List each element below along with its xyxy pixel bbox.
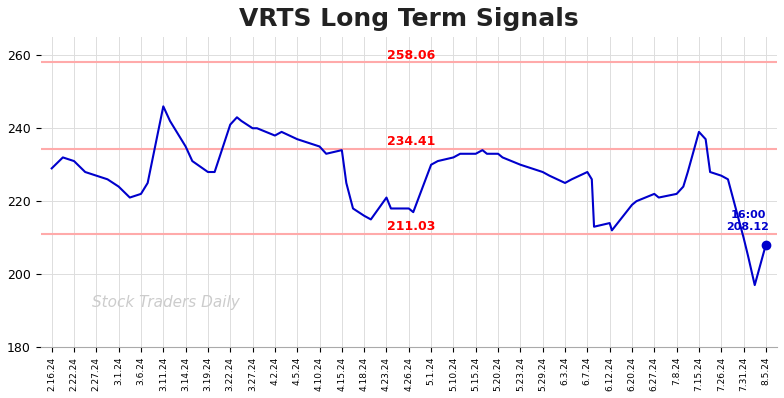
Text: 258.06: 258.06: [387, 49, 436, 62]
Title: VRTS Long Term Signals: VRTS Long Term Signals: [239, 7, 579, 31]
Text: 234.41: 234.41: [387, 135, 436, 148]
Text: 16:00
208.12: 16:00 208.12: [727, 210, 769, 232]
Text: Stock Traders Daily: Stock Traders Daily: [92, 295, 240, 310]
Text: 211.03: 211.03: [387, 220, 436, 233]
